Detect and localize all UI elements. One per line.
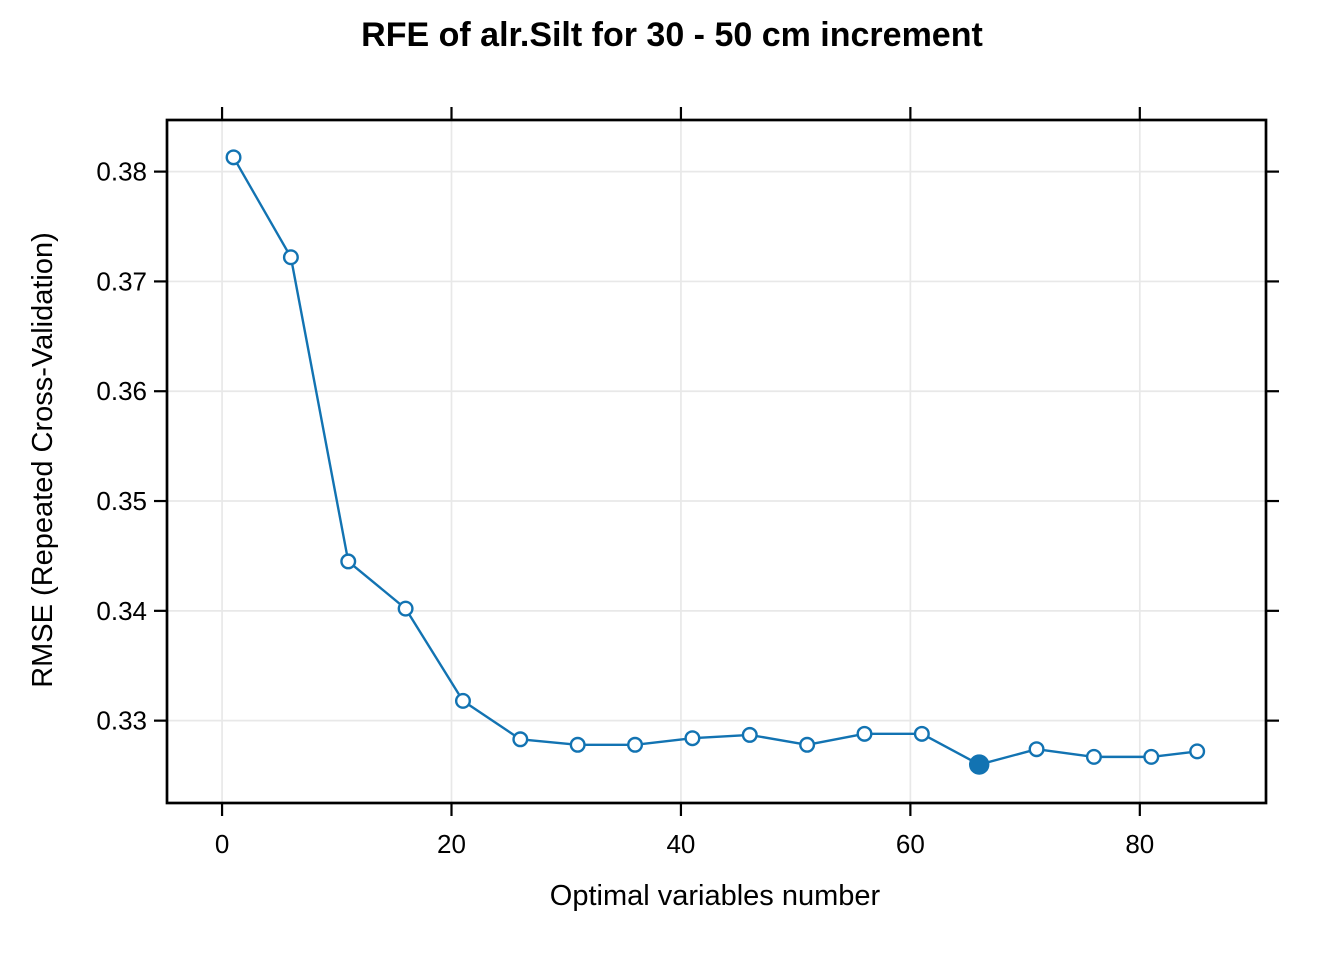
x-tick-label: 0	[215, 829, 229, 859]
data-point	[856, 725, 873, 742]
x-axis-label: Optimal variables number	[549, 880, 881, 912]
data-point	[512, 731, 529, 748]
y-tick-label: 0.36	[96, 376, 147, 406]
data-point	[1028, 741, 1045, 758]
y-tick-label: 0.37	[96, 266, 147, 296]
best-data-point	[969, 754, 990, 775]
y-axis-label: RMSE (Repeated Cross-Validation)	[27, 232, 59, 688]
y-tick-label: 0.33	[96, 706, 147, 736]
rfe-line	[232, 156, 1199, 766]
data-point	[397, 600, 414, 617]
data-point	[1189, 743, 1206, 760]
data-point	[627, 736, 644, 753]
y-tick-label: 0.34	[96, 596, 147, 626]
data-point	[684, 730, 701, 747]
x-tick-label: 80	[1125, 829, 1154, 859]
x-tick-label: 20	[437, 829, 466, 859]
data-point	[225, 149, 242, 166]
plot-border	[165, 118, 1268, 805]
data-point	[340, 553, 357, 570]
x-tick-label: 40	[666, 829, 695, 859]
data-point	[1085, 748, 1102, 765]
x-tick-label: 60	[896, 829, 925, 859]
data-point	[799, 736, 816, 753]
data-point	[1143, 748, 1160, 765]
data-point	[741, 726, 758, 743]
data-point	[569, 736, 586, 753]
y-tick-label: 0.38	[96, 157, 147, 187]
chart-title: RFE of alr.Silt for 30 - 50 cm increment	[361, 16, 983, 54]
data-point	[454, 692, 471, 709]
y-tick-label: 0.35	[96, 486, 147, 516]
data-point	[282, 249, 299, 266]
data-point	[913, 725, 930, 742]
